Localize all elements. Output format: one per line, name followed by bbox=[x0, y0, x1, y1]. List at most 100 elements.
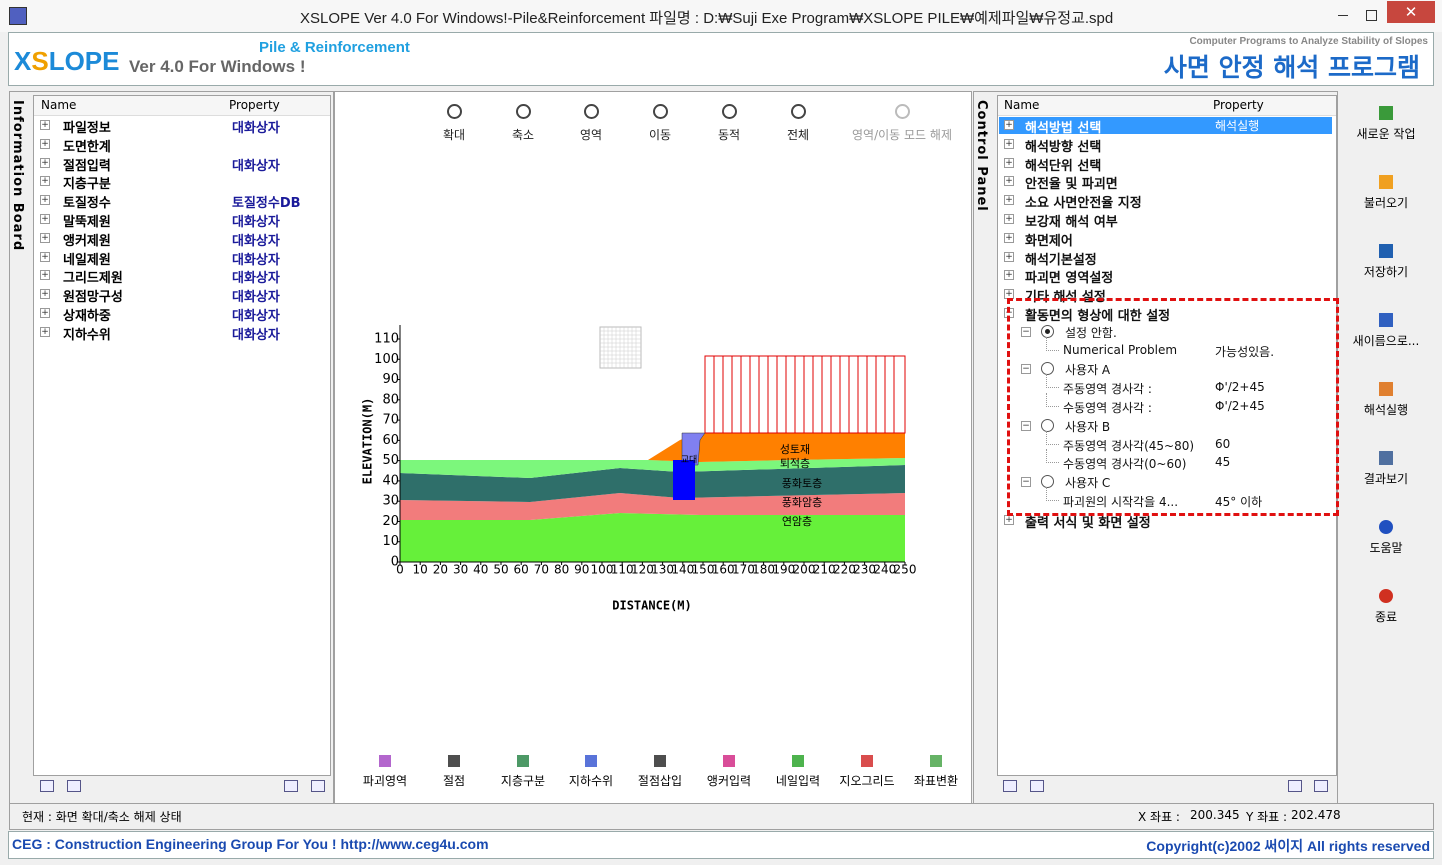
tree-item[interactable]: Numerical Problem bbox=[1063, 342, 1178, 357]
tree-item[interactable]: 해석방향 선택 bbox=[1025, 139, 1102, 155]
tree-item[interactable]: 네일제원 bbox=[63, 252, 111, 268]
toolbar-button[interactable]: 확대 bbox=[442, 128, 466, 142]
toolbar-button[interactable]: 좌표변환 bbox=[913, 774, 959, 788]
tree-expander[interactable]: − bbox=[1021, 420, 1031, 431]
side-button-icon[interactable] bbox=[1379, 313, 1393, 327]
toolbar-icon[interactable] bbox=[448, 755, 460, 767]
side-button-icon[interactable] bbox=[1379, 520, 1393, 534]
toolbar-button[interactable]: 축소 bbox=[511, 128, 535, 142]
tree-item[interactable]: 파일정보 bbox=[63, 121, 111, 136]
tree-expander[interactable]: + bbox=[40, 289, 50, 300]
side-button-icon[interactable] bbox=[1379, 244, 1393, 258]
side-button-icon[interactable] bbox=[1379, 451, 1393, 465]
toolbar-icon[interactable] bbox=[791, 104, 806, 119]
tree-expander[interactable]: + bbox=[1004, 214, 1014, 224]
side-button-icon[interactable] bbox=[1379, 382, 1393, 396]
tree-item[interactable]: 사용자 C bbox=[1065, 476, 1111, 491]
toolbar-button[interactable]: 영역 bbox=[579, 128, 603, 142]
toolbar-icon[interactable] bbox=[723, 755, 735, 767]
side-button-icon[interactable] bbox=[1379, 175, 1393, 189]
radio[interactable] bbox=[1041, 475, 1054, 489]
tree-expander[interactable]: − bbox=[1021, 326, 1031, 337]
tree-item[interactable]: 지하수위 bbox=[63, 327, 111, 343]
tree-item[interactable]: 지층구분 bbox=[63, 177, 111, 193]
tree-item[interactable]: 활동면의 형상에 대한 설정 bbox=[1025, 309, 1171, 324]
tree-item[interactable]: 그리드제원 bbox=[63, 271, 123, 287]
tree-expander[interactable]: + bbox=[1004, 195, 1014, 206]
tree-item[interactable]: 보강재 해석 여부 bbox=[1025, 215, 1118, 230]
tree-expander[interactable]: + bbox=[40, 157, 50, 168]
tree-item[interactable]: 앵커제원 bbox=[63, 233, 111, 249]
panel-tool-icon[interactable] bbox=[40, 780, 54, 792]
tree-expander[interactable]: + bbox=[1004, 514, 1014, 525]
tree-item[interactable]: 사용자 A bbox=[1065, 363, 1111, 378]
tree-expander[interactable]: + bbox=[40, 214, 50, 224]
tree-item[interactable]: 토질정수 bbox=[63, 196, 111, 212]
radio[interactable] bbox=[1041, 324, 1054, 338]
tree-item[interactable]: 도면한계 bbox=[63, 139, 111, 155]
panel-tool-icon[interactable] bbox=[1003, 780, 1017, 792]
tree-item[interactable]: 사용자 B bbox=[1065, 419, 1111, 434]
tree-expander[interactable]: + bbox=[40, 176, 50, 187]
tree-expander[interactable]: − bbox=[1021, 477, 1031, 488]
tree-item[interactable]: 상재하중 bbox=[63, 309, 111, 324]
toolbar-button[interactable]: 절점 bbox=[442, 774, 466, 788]
tree-expander[interactable]: + bbox=[1004, 138, 1014, 149]
side-button-icon[interactable] bbox=[1379, 589, 1393, 603]
radio[interactable] bbox=[1041, 362, 1054, 376]
side-button[interactable]: 도움말 bbox=[1369, 541, 1403, 555]
tree-item[interactable]: 말뚝제원 bbox=[63, 215, 111, 230]
toolbar-button[interactable]: 파괴영역 bbox=[362, 774, 408, 788]
side-button[interactable]: 해석실행 bbox=[1363, 403, 1409, 417]
toolbar-icon[interactable] bbox=[447, 104, 462, 119]
radio[interactable] bbox=[1041, 418, 1054, 432]
tree-expander[interactable]: + bbox=[1004, 232, 1014, 243]
side-button[interactable]: 종료 bbox=[1374, 610, 1398, 624]
panel-tool-icon[interactable] bbox=[1030, 780, 1044, 792]
minimize-button[interactable] bbox=[1330, 6, 1356, 26]
tree-item[interactable]: 파괴원의 시작각을 4... bbox=[1063, 495, 1179, 509]
toolbar-button[interactable]: 앵커입력 bbox=[706, 774, 752, 788]
maximize-button[interactable] bbox=[1358, 6, 1384, 26]
toolbar-icon[interactable] bbox=[653, 104, 668, 119]
toolbar-button[interactable]: 지오그리드 bbox=[839, 774, 895, 788]
tree-item[interactable]: 절점입력 bbox=[63, 158, 111, 174]
toolbar-button[interactable]: 네일입력 bbox=[775, 774, 821, 788]
toolbar-button[interactable]: 이동 bbox=[648, 128, 672, 142]
side-button-icon[interactable] bbox=[1379, 106, 1393, 120]
tree-expander[interactable]: + bbox=[40, 308, 50, 318]
toolbar-icon[interactable] bbox=[585, 755, 597, 767]
tree-item[interactable]: 설정 안함. bbox=[1065, 325, 1117, 340]
toolbar-icon[interactable] bbox=[861, 755, 873, 767]
tree-item[interactable]: 소요 사면안전율 지정 bbox=[1025, 196, 1142, 212]
side-button[interactable]: 새이름으로... bbox=[1352, 334, 1420, 348]
tree-expander[interactable]: + bbox=[1004, 176, 1014, 187]
tree-item[interactable]: 주동영역 경사각(45~80) bbox=[1063, 438, 1195, 453]
tree-item[interactable]: 해석단위 선택 bbox=[1025, 158, 1102, 174]
tree-item[interactable]: 화면제어 bbox=[1025, 233, 1073, 249]
tree-item[interactable]: 해석기본설정 bbox=[1025, 252, 1097, 268]
tree-expander[interactable]: + bbox=[1004, 157, 1014, 168]
tree-expander[interactable]: − bbox=[1021, 364, 1031, 375]
tree-item[interactable]: 파괴면 영역설정 bbox=[1025, 271, 1114, 287]
tree-expander[interactable]: + bbox=[40, 138, 50, 149]
toolbar-icon[interactable] bbox=[930, 755, 942, 767]
tree-item[interactable]: 기타 해석 설정 bbox=[1025, 290, 1106, 306]
tree-expander[interactable]: + bbox=[40, 195, 50, 206]
toolbar-icon[interactable] bbox=[722, 104, 737, 119]
toolbar-icon[interactable] bbox=[895, 104, 910, 119]
toolbar-icon[interactable] bbox=[792, 755, 804, 767]
tree-item[interactable]: 주동영역 경사각 : bbox=[1063, 382, 1152, 397]
toolbar-button[interactable]: 전체 bbox=[786, 128, 810, 142]
tree-expander[interactable]: + bbox=[40, 251, 50, 262]
toolbar-icon[interactable] bbox=[517, 755, 529, 767]
panel-tool-icon[interactable] bbox=[1288, 780, 1302, 792]
panel-tool-icon[interactable] bbox=[284, 780, 298, 792]
tree-expander[interactable]: + bbox=[40, 270, 50, 281]
tree-expander[interactable]: + bbox=[1004, 251, 1014, 262]
toolbar-icon[interactable] bbox=[379, 755, 391, 767]
side-button[interactable]: 새로운 작업 bbox=[1356, 127, 1416, 141]
toolbar-button[interactable]: 지층구분 bbox=[500, 774, 546, 788]
tree-expander[interactable]: + bbox=[40, 232, 50, 243]
tree-expander[interactable]: + bbox=[40, 120, 50, 130]
